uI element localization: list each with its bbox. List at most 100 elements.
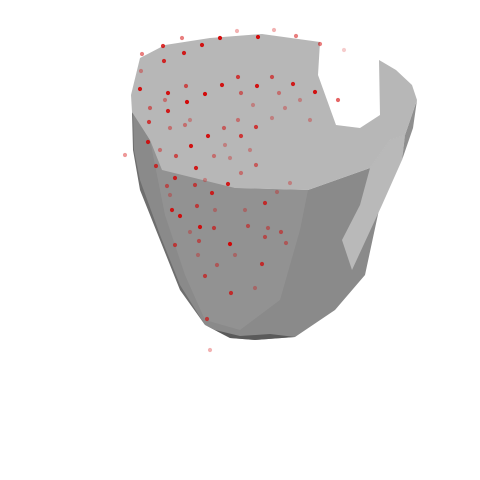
- point-4: [217, 35, 223, 41]
- point-7: [271, 27, 277, 33]
- point-55: [287, 180, 293, 186]
- point-9: [317, 41, 323, 47]
- mesh-right-strip: [342, 135, 405, 270]
- point-22: [290, 81, 296, 87]
- point-62: [196, 238, 202, 244]
- point-89: [242, 207, 248, 213]
- point-64: [172, 242, 178, 248]
- point-26: [183, 83, 189, 89]
- point-90: [232, 252, 238, 258]
- mesh-top-face: [131, 34, 417, 190]
- point-21: [269, 74, 275, 80]
- point-27: [238, 90, 244, 96]
- point-85: [247, 147, 253, 153]
- point-36: [235, 117, 241, 123]
- point-35: [253, 124, 259, 130]
- point-70: [228, 290, 234, 296]
- point-67: [214, 262, 220, 268]
- point-81: [250, 102, 256, 108]
- point-52: [169, 207, 175, 213]
- point-46: [225, 181, 231, 187]
- point-33: [221, 125, 227, 131]
- mesh-front-highlight: [150, 140, 308, 330]
- point-63: [227, 241, 233, 247]
- point-74: [182, 122, 188, 128]
- point-49: [209, 190, 215, 196]
- point-39: [173, 153, 179, 159]
- point-75: [222, 142, 228, 148]
- point-34: [238, 133, 244, 139]
- point-19: [235, 74, 241, 80]
- point-68: [259, 261, 265, 267]
- point-48: [192, 182, 198, 188]
- point-91: [195, 252, 201, 258]
- point-28: [276, 90, 282, 96]
- point-2: [179, 35, 185, 41]
- point-40: [122, 152, 128, 158]
- point-6: [255, 34, 261, 40]
- point-23: [312, 89, 318, 95]
- point-29: [297, 97, 303, 103]
- point-17: [202, 91, 208, 97]
- point-5: [234, 28, 240, 34]
- point-14: [137, 86, 143, 92]
- point-72: [207, 347, 213, 353]
- point-86: [167, 192, 173, 198]
- point-44: [238, 170, 244, 176]
- point-69: [202, 273, 208, 279]
- point-38: [145, 139, 151, 145]
- point-47: [172, 175, 178, 181]
- point-79: [147, 105, 153, 111]
- point-8: [293, 33, 299, 39]
- point-11: [161, 58, 167, 64]
- point-80: [162, 97, 168, 103]
- point-53: [177, 213, 183, 219]
- point-24: [335, 97, 341, 103]
- point-71: [204, 316, 210, 322]
- point-45: [253, 162, 259, 168]
- point-41: [153, 163, 159, 169]
- point-73: [157, 147, 163, 153]
- point-54: [262, 200, 268, 206]
- point-60: [265, 225, 271, 231]
- point-32: [205, 133, 211, 139]
- point-16: [184, 99, 190, 105]
- point-43: [211, 153, 217, 159]
- point-31: [167, 125, 173, 131]
- mesh-bottom-rim: [205, 325, 295, 340]
- point-83: [307, 117, 313, 123]
- point-78: [187, 117, 193, 123]
- point-25: [165, 108, 171, 114]
- point-92: [252, 285, 258, 291]
- point-37: [188, 143, 194, 149]
- point-65: [262, 234, 268, 240]
- point-12: [181, 50, 187, 56]
- point-3: [199, 42, 205, 48]
- gray-mesh: [131, 34, 417, 340]
- point-87: [187, 229, 193, 235]
- point-56: [274, 189, 280, 195]
- point-50: [164, 183, 170, 189]
- point-57: [197, 224, 203, 230]
- point-59: [245, 223, 251, 229]
- point-76: [269, 115, 275, 121]
- point-88: [212, 207, 218, 213]
- point-82: [282, 105, 288, 111]
- point-13: [138, 68, 144, 74]
- point-15: [165, 90, 171, 96]
- point-10: [341, 47, 347, 53]
- point-42: [193, 165, 199, 171]
- point-30: [146, 119, 152, 125]
- point-66: [283, 240, 289, 246]
- point-58: [211, 225, 217, 231]
- point-51: [194, 203, 200, 209]
- point-77: [202, 177, 208, 183]
- point-1: [160, 43, 166, 49]
- point-0: [139, 51, 145, 57]
- red-point-cloud: [122, 27, 347, 353]
- mesh-right-edge: [402, 100, 417, 160]
- point-20: [254, 83, 260, 89]
- point-84: [227, 155, 233, 161]
- point-61: [278, 229, 284, 235]
